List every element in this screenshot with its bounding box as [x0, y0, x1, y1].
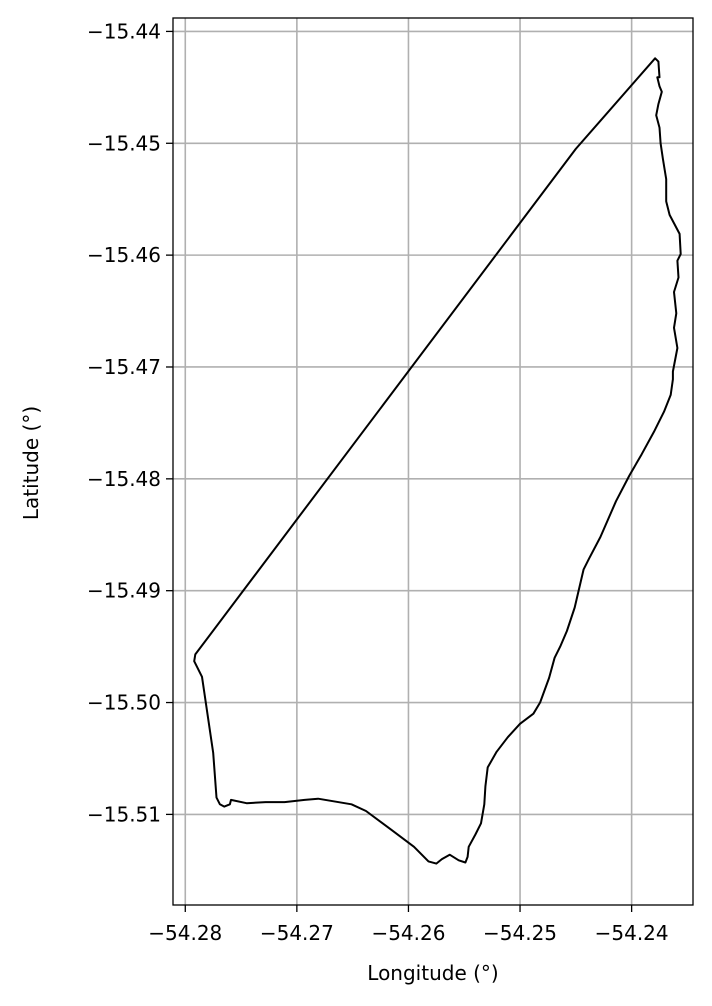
y-tick-label: −15.51 — [87, 802, 161, 826]
y-tick-label: −15.45 — [87, 131, 161, 155]
boundary-polygon-layer — [193, 57, 682, 865]
y-tick-label: −15.44 — [87, 19, 161, 43]
x-tick-label: −54.24 — [595, 921, 669, 945]
y-tick-label: −15.47 — [87, 355, 161, 379]
y-axis-ticks: −15.44 −15.45 −15.46 −15.47 −15.48 −15.49 −15.… — [87, 19, 173, 826]
x-tick-label: −54.28 — [148, 921, 222, 945]
x-axis-ticks: −54.28 −54.27 −54.26 −54.25 −54.24 — [148, 905, 669, 945]
x-tick-label: −54.27 — [260, 921, 334, 945]
x-tick-label: −54.25 — [483, 921, 557, 945]
y-axis-label: Latitude (°) — [19, 406, 43, 520]
y-tick-label: −15.49 — [87, 579, 161, 603]
boundary-polygon — [193, 57, 682, 865]
axes-frame — [172, 17, 694, 906]
y-tick-label: −15.48 — [87, 467, 161, 491]
x-axis-label: Longitude (°) — [367, 961, 498, 985]
grid-lines — [173, 18, 693, 905]
y-tick-label: −15.50 — [87, 691, 161, 715]
y-tick-label: −15.46 — [87, 243, 161, 267]
x-tick-label: −54.26 — [371, 921, 445, 945]
